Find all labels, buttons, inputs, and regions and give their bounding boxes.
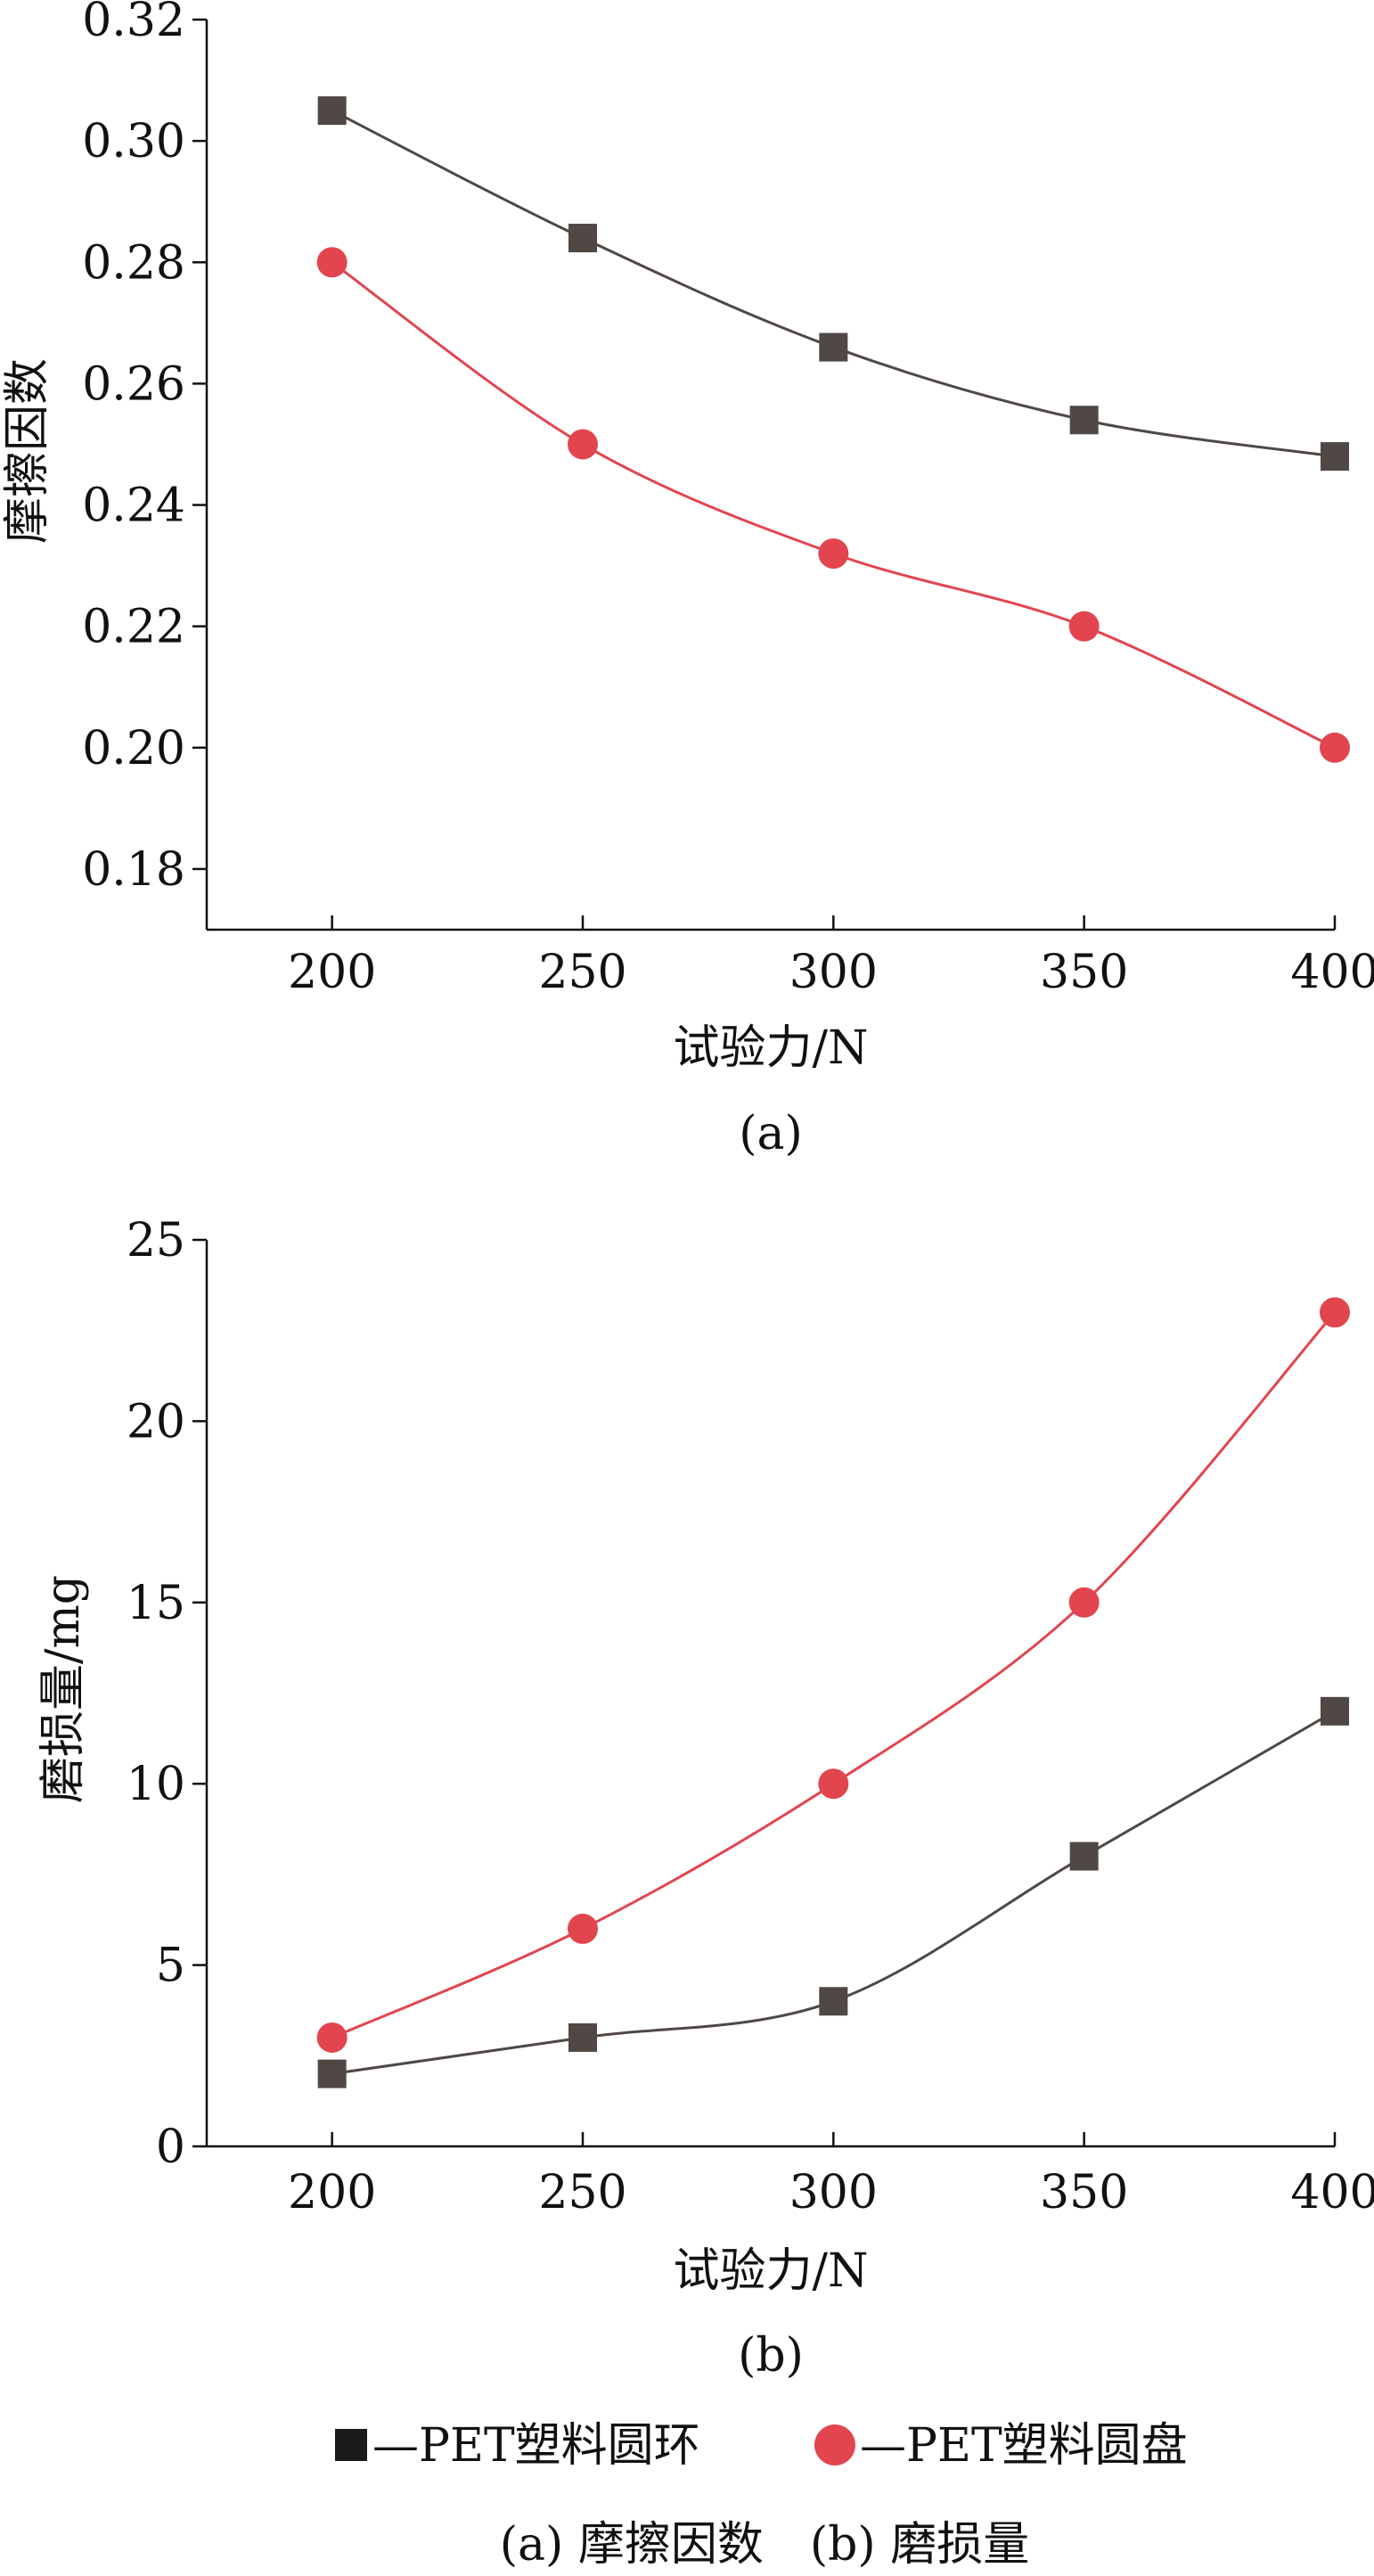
x-tick-label: 400 (1290, 946, 1374, 999)
data-point-square (819, 1987, 848, 2016)
series-line (331, 1710, 1336, 2076)
x-tick-label: 350 (1040, 2166, 1128, 2219)
x-tick-label: 200 (288, 2166, 376, 2219)
data-point-circle (316, 2022, 348, 2053)
panel-label-b: (b) (738, 2329, 804, 2383)
y-tick-label: 0.28 (82, 236, 185, 290)
panel-label-a: (a) (739, 1107, 803, 1161)
series-markers (316, 1297, 1350, 2088)
x-tick-label: 250 (538, 946, 626, 999)
y-tick-label: 0.30 (82, 115, 185, 168)
data-point-circle (1068, 1587, 1100, 1618)
y-tick-label: 0 (156, 2121, 185, 2174)
x-axis-label: 试验力/N (673, 1021, 868, 1075)
data-point-square (568, 2022, 597, 2052)
y-tick-label: 0.22 (82, 601, 185, 654)
data-point-square (1069, 1842, 1099, 1871)
data-point-square (317, 2059, 347, 2088)
x-tick-label: 300 (789, 946, 878, 999)
data-point-square (1321, 1696, 1349, 1726)
y-tick-label: 0.18 (82, 843, 185, 897)
x-tick-label: 200 (288, 946, 376, 999)
data-point-circle (1320, 732, 1350, 763)
x-axis-label: 试验力/N (673, 2244, 868, 2298)
data-point-circle (818, 1768, 849, 1800)
series-lines (331, 1311, 1337, 2076)
y-tick-label: 15 (127, 1577, 185, 1630)
y-tick-label: 0.32 (82, 0, 185, 47)
legend: —PET塑料圆环 —PET塑料圆盘 (335, 2419, 1188, 2473)
x-tick-label: 350 (1040, 946, 1128, 999)
data-point-square (317, 96, 347, 126)
x-ticks: 200 250 300 350 400 (288, 2132, 1374, 2219)
data-point-circle (316, 247, 348, 278)
data-point-square (568, 224, 597, 253)
y-tick-label: 10 (127, 1758, 185, 1811)
legend-circle-marker (814, 2424, 855, 2465)
data-point-circle (1320, 1297, 1350, 1328)
legend-square-marker (335, 2429, 367, 2461)
y-tick-label: 0.20 (82, 722, 185, 775)
y-axis-label: 磨损量/mg (37, 1575, 90, 1803)
data-point-square (819, 332, 848, 362)
figure-caption: (a) 摩擦因数 (b) 磨损量 (500, 2518, 1030, 2572)
y-tick-label: 25 (127, 1214, 185, 1267)
x-tick-label: 250 (538, 2166, 626, 2219)
data-point-circle (1068, 611, 1100, 642)
series-line (331, 1311, 1337, 2039)
y-ticks: 0 5 10 15 20 25 (127, 1214, 207, 2174)
x-tick-label: 300 (789, 2166, 878, 2219)
y-tick-label: 0.24 (82, 480, 185, 533)
series-line (331, 109, 1336, 458)
legend-label-disc: —PET塑料圆盘 (860, 2419, 1188, 2473)
series-markers (316, 96, 1350, 763)
x-tick-label: 400 (1290, 2166, 1374, 2219)
y-ticks: 0.18 0.20 0.22 0.24 0.26 0.28 0.30 0.32 (82, 0, 207, 897)
y-tick-label: 20 (127, 1395, 185, 1448)
x-ticks: 200 250 300 350 400 (288, 915, 1374, 999)
y-tick-label: 0.26 (82, 357, 185, 411)
y-axis-label: 摩擦因数 (1, 358, 54, 544)
data-point-circle (568, 429, 598, 460)
chart-panel-a: 0.18 0.20 0.22 0.24 0.26 0.28 0.30 0.32 200 250 3… (1, 0, 1374, 1161)
data-point-square (1069, 406, 1099, 435)
y-tick-label: 5 (156, 1940, 185, 1993)
legend-label-ring: —PET塑料圆环 (372, 2419, 700, 2473)
data-point-square (1321, 442, 1349, 472)
data-point-circle (568, 1913, 598, 1944)
series-lines (331, 109, 1336, 750)
data-point-circle (818, 537, 849, 569)
